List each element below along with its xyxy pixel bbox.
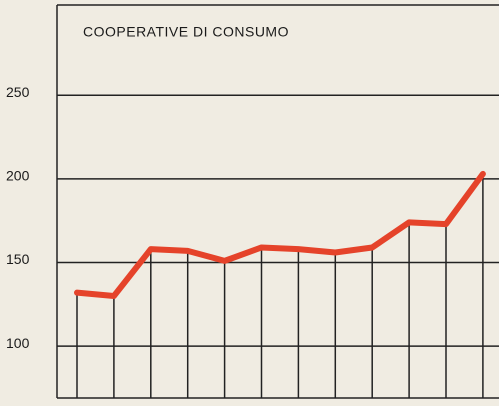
y-tick-label: 200 bbox=[6, 168, 30, 184]
y-tick-label: 250 bbox=[6, 84, 30, 100]
y-tick-label: 150 bbox=[6, 251, 30, 267]
data-line bbox=[74, 170, 486, 299]
y-tick-label: 100 bbox=[6, 335, 30, 351]
chart-title: COOPERATIVE DI CONSUMO bbox=[83, 24, 289, 40]
